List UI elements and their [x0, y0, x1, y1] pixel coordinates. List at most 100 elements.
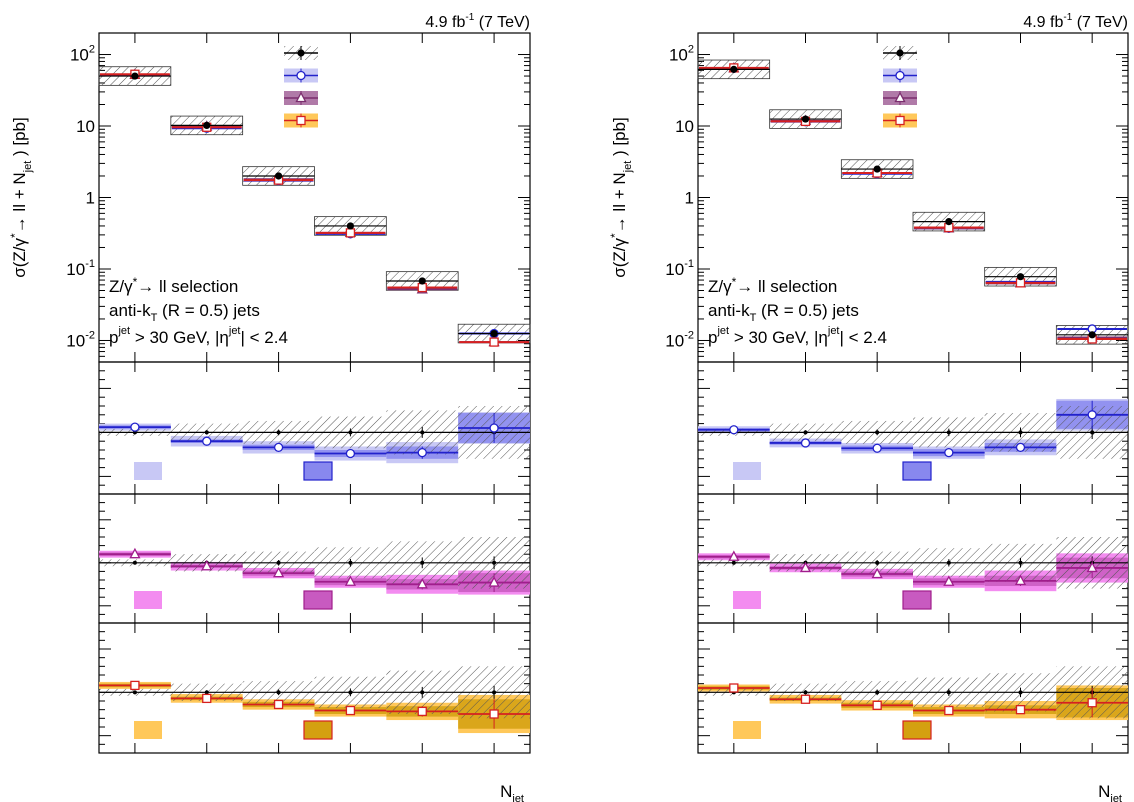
theory-marker — [728, 550, 740, 561]
luminosity-label: 4.9 fb-1 (7 TeV) — [425, 12, 530, 31]
data-point — [730, 65, 738, 73]
y-tick-label: 10-2 — [665, 329, 694, 350]
tick-mantissa: 10 — [70, 46, 89, 65]
theory-marker — [345, 228, 356, 238]
data-point — [420, 430, 425, 435]
legend-syst-swatch — [733, 591, 761, 609]
tick-exponent: 2 — [89, 44, 95, 56]
lumi-exponent: -1 — [1063, 12, 1072, 23]
theory-marker — [800, 438, 811, 448]
theory-marker — [202, 693, 212, 704]
data-point — [276, 430, 281, 435]
y-tick-label: 1 — [86, 189, 95, 208]
jet-algorithm-label: anti-kT (R = 0.5) jets — [708, 301, 859, 324]
ytitle-part: ) [pb] — [10, 117, 29, 160]
data-point — [418, 277, 426, 285]
data-point — [276, 690, 281, 695]
annot-part: anti-k — [109, 301, 151, 320]
theory-marker — [944, 447, 954, 458]
y-tick-label: 102 — [70, 44, 95, 65]
ratio-panel-ct10 — [98, 361, 531, 495]
annot-part: > 30 GeV, |η — [130, 328, 229, 347]
legend-stat-swatch — [902, 590, 932, 610]
theory-marker — [943, 575, 955, 586]
annot-part: * — [732, 275, 737, 289]
data-point — [420, 560, 425, 565]
y-tick-label: 1 — [685, 189, 694, 208]
data-point — [276, 560, 281, 565]
tick-mantissa: 10 — [675, 117, 694, 136]
lumi-value: 4.9 fb — [1023, 14, 1063, 31]
annot-part: → ll selection — [736, 277, 837, 296]
theory-marker — [417, 447, 427, 458]
theory-marker — [489, 423, 499, 433]
data-point — [420, 690, 425, 695]
ytitle-part: * — [8, 233, 22, 238]
data-point — [945, 218, 953, 226]
x-axis-title: Njet — [500, 782, 524, 802]
theory-marker — [202, 436, 212, 446]
legend-syst-swatch — [134, 462, 162, 480]
legend-marker — [896, 49, 904, 57]
lumi-energy: (7 TeV) — [474, 14, 530, 31]
annot-part: (R = 0.5) jets — [157, 301, 260, 320]
data-point — [204, 430, 209, 435]
tick-exponent: -2 — [684, 329, 694, 341]
legend-syst-swatch — [733, 721, 761, 739]
xtitle-main: N — [500, 782, 512, 801]
annot-part: → ll selection — [137, 277, 238, 296]
jet-cut-label: pjet > 30 GeV, |ηjet| < 2.4 — [708, 325, 887, 347]
ratio-panel-nnpdf21 — [98, 493, 531, 624]
tick-mantissa: 1 — [685, 189, 694, 208]
annot-part: T — [151, 312, 158, 324]
data-point — [1018, 690, 1023, 695]
legend-stat-swatch — [303, 590, 333, 610]
y-tick-label: 10 — [675, 117, 694, 136]
ratio-panel-mstw2008 — [98, 622, 531, 754]
jet-cut-label: pjet > 30 GeV, |ηjet| < 2.4 — [109, 325, 288, 347]
theory-marker — [344, 575, 356, 586]
theory-marker — [488, 576, 500, 587]
annot-part: * — [133, 275, 138, 289]
luminosity-label: 4.9 fb-1 (7 TeV) — [1023, 12, 1128, 31]
legend-stat-swatch — [303, 720, 333, 740]
data-point — [1018, 560, 1023, 565]
annot-part: | < 2.4 — [840, 328, 887, 347]
xtitle-main: N — [1098, 782, 1110, 801]
theory-marker — [201, 559, 213, 571]
tick-mantissa: 10 — [665, 260, 684, 279]
theory-marker — [1087, 698, 1097, 708]
data-point — [204, 690, 209, 695]
data-point — [875, 560, 880, 565]
data-point — [131, 72, 139, 80]
data-point — [875, 690, 880, 695]
theory-marker — [1087, 410, 1097, 420]
lumi-value: 4.9 fb — [425, 14, 465, 31]
theory-marker — [1014, 574, 1027, 586]
ytitle-part: ) [pb] — [610, 117, 629, 160]
y-tick-label: 10-2 — [66, 329, 95, 350]
theory-marker — [1015, 705, 1026, 715]
data-point — [348, 560, 353, 565]
tick-mantissa: 10 — [76, 117, 95, 136]
ytitle-part: σ(Z/γ — [10, 237, 29, 277]
data-point — [348, 690, 353, 695]
data-point — [492, 560, 497, 565]
annot-part: jet — [117, 325, 130, 337]
legend-marker — [894, 91, 906, 103]
annot-part: T — [750, 312, 757, 324]
theory-marker — [416, 577, 428, 589]
x-axis-title: Njet — [1098, 782, 1122, 802]
legend-marker — [296, 115, 306, 126]
ytitle-part: → ll + N — [610, 172, 629, 233]
legend-marker — [297, 49, 305, 57]
annot-part: > 30 GeV, |η — [729, 328, 828, 347]
y-tick-label: 10-1 — [665, 258, 694, 279]
theory-marker — [345, 705, 356, 716]
lumi-exponent: -1 — [465, 12, 474, 23]
data-point — [132, 560, 137, 565]
data-point — [1018, 430, 1023, 435]
annot-part: Z/γ — [708, 277, 732, 296]
